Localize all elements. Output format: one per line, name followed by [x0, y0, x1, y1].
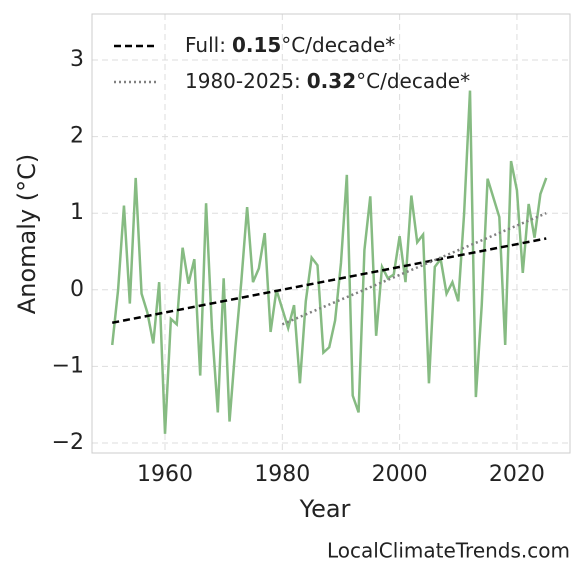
series-line: [110, 90, 548, 434]
watermark: LocalClimateTrends.com: [327, 539, 570, 563]
x-tick-label: 2000: [372, 462, 428, 487]
x-tick-label: 1960: [137, 462, 193, 487]
y-tick-label: 0: [70, 277, 84, 302]
plot-frame: [91, 13, 571, 454]
legend-slope: 0.15: [232, 33, 281, 57]
legend-label: Full: 0.15°C/decade*: [185, 33, 395, 57]
y-tick-label: −2: [52, 430, 84, 455]
x-tick-label: 2020: [489, 462, 545, 487]
y-axis-label: Anomaly (°C): [13, 154, 41, 314]
y-tick-label: 3: [70, 47, 84, 72]
legend-label: 1980-2025: 0.32°C/decade*: [185, 69, 470, 93]
y-tick-label: 1: [70, 200, 84, 225]
legend-slope: 0.32: [307, 69, 356, 93]
x-tick-label: 1980: [254, 462, 310, 487]
legend-name: 1980-2025:: [185, 69, 301, 93]
legend-unit: °C/decade*: [356, 69, 470, 93]
legend-name: Full:: [185, 33, 226, 57]
trend-line: [111, 237, 547, 324]
y-tick-label: −1: [52, 353, 84, 378]
legend-unit: °C/decade*: [281, 33, 395, 57]
y-tick-label: 2: [70, 124, 84, 149]
x-axis-label: Year: [299, 495, 351, 523]
